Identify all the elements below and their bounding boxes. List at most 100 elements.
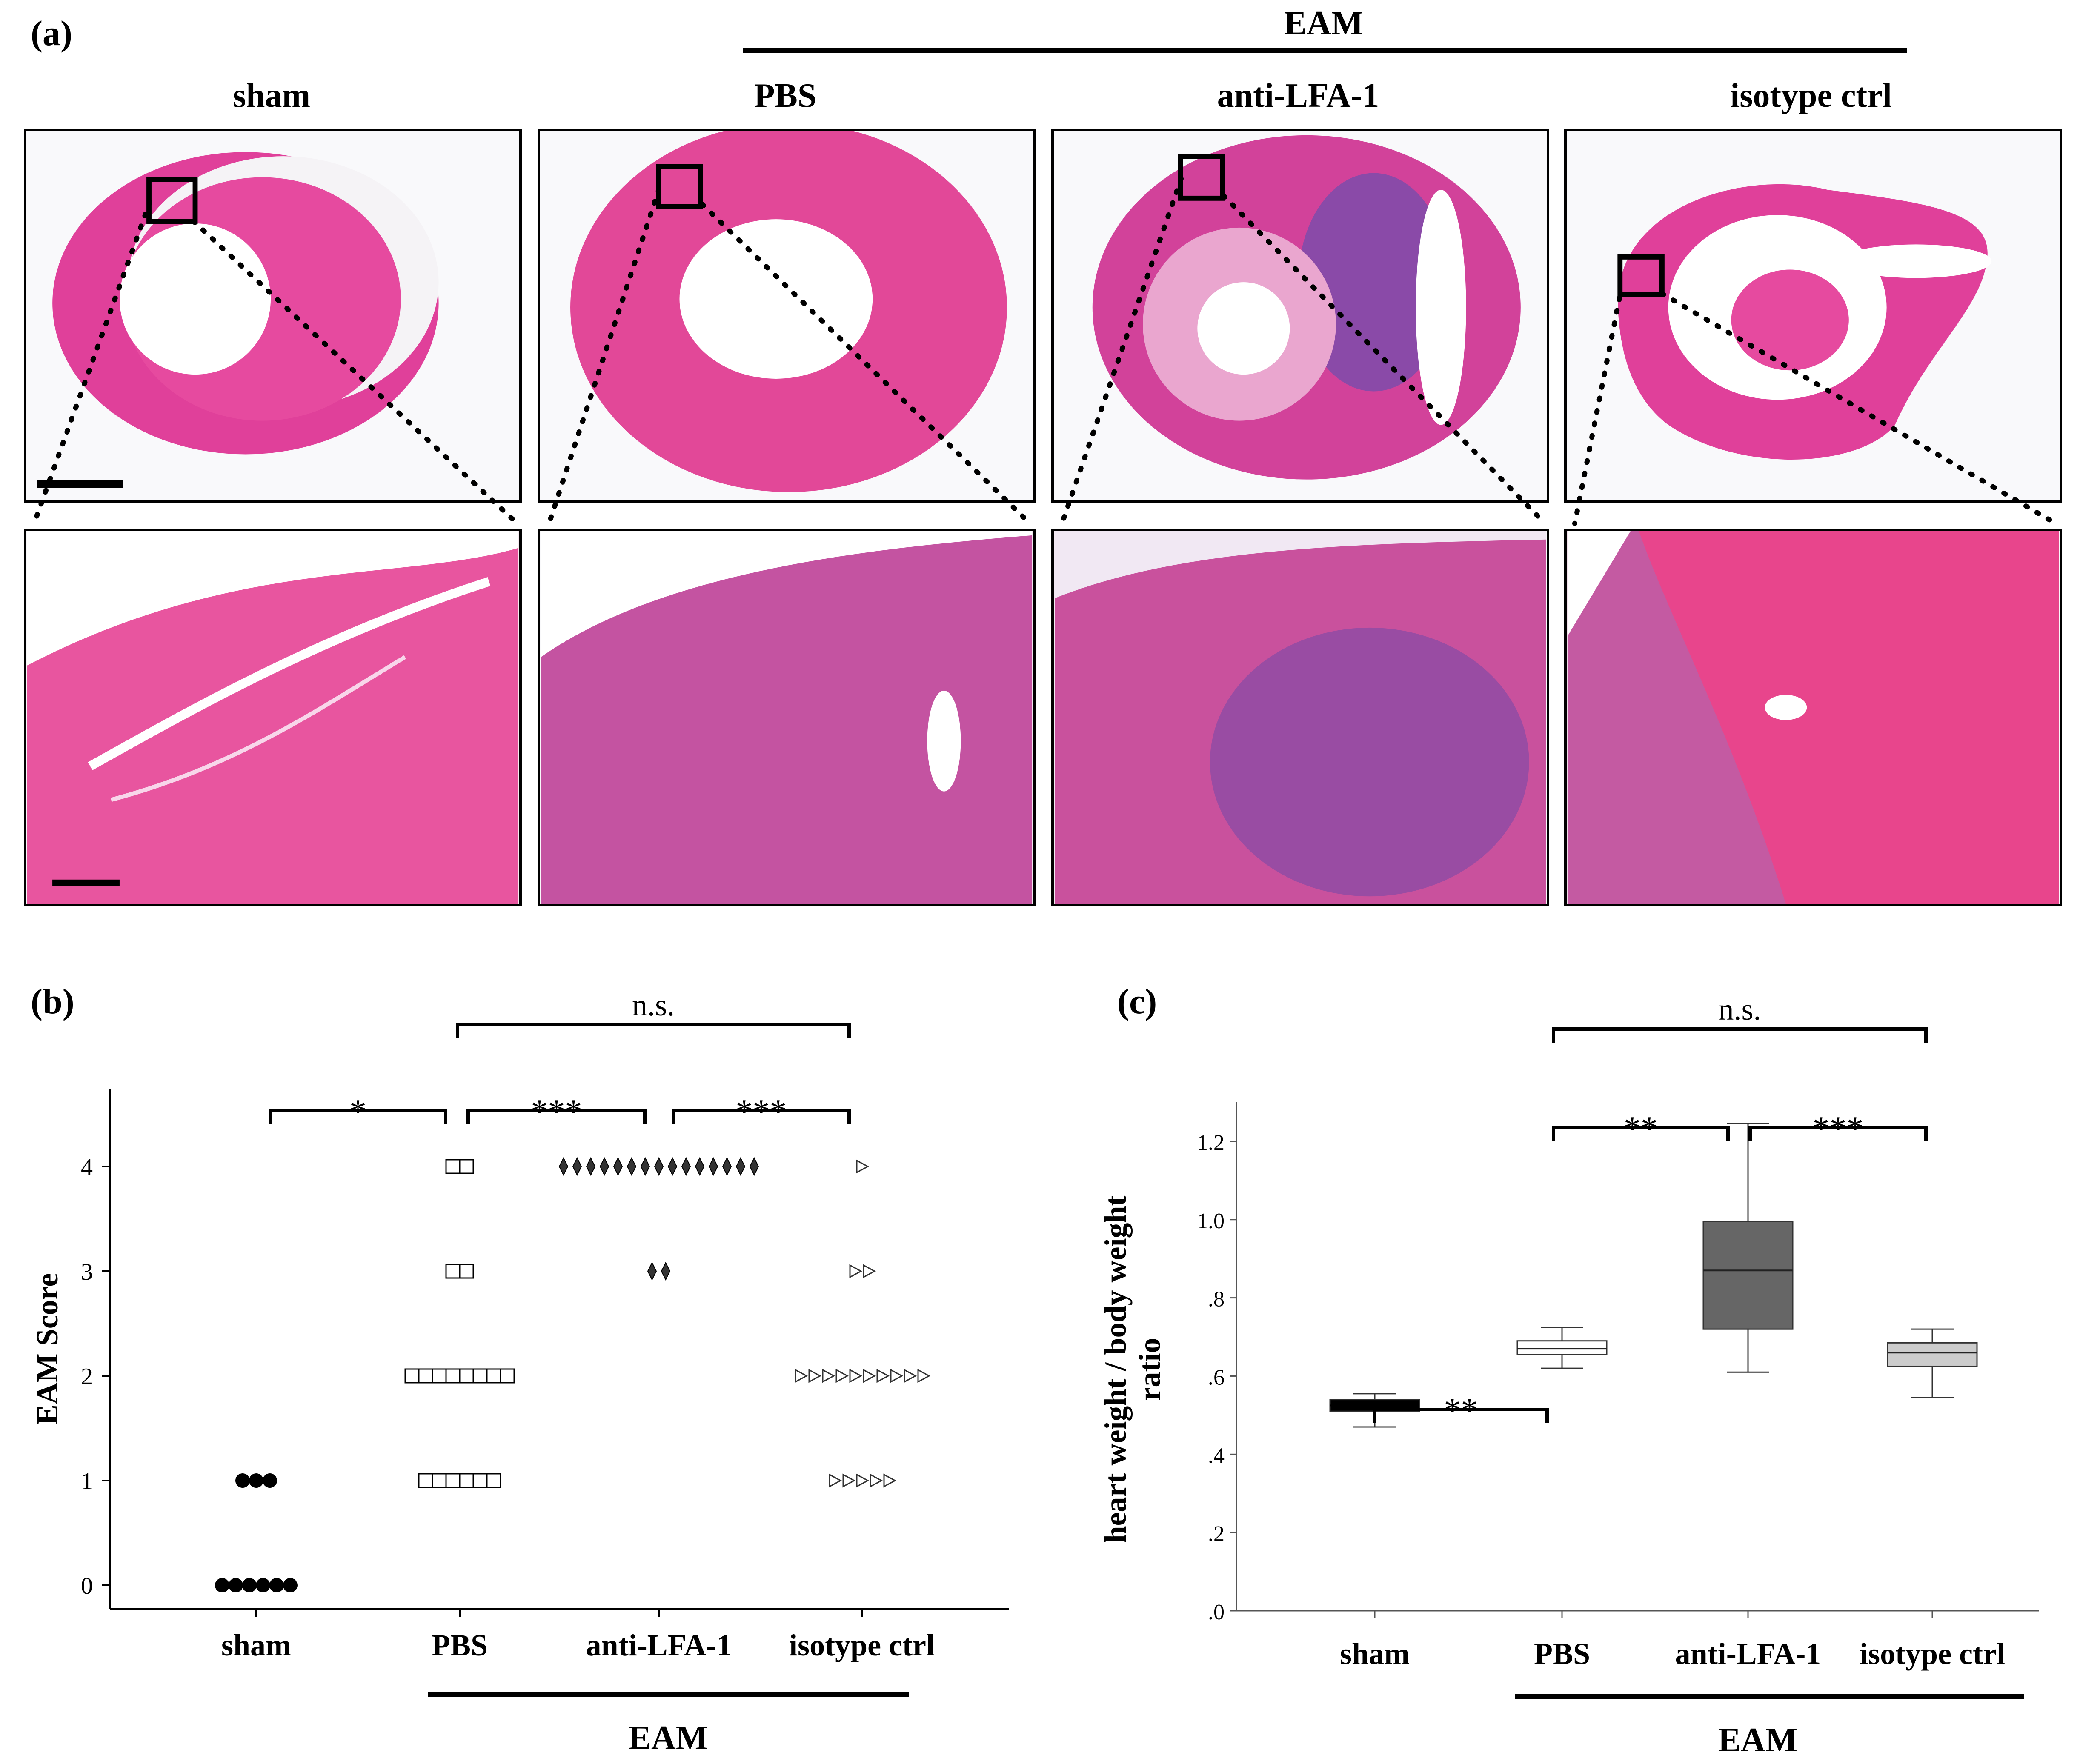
y-tick-label: .4 [1208,1444,1225,1468]
marker-anti-lfa-1 [599,1157,609,1176]
eam-group-bar [1515,1694,2024,1699]
marker-isotype-ctrl [795,1369,808,1383]
y-tick-label: 1 [81,1468,93,1495]
x-tick-label-isotype-ctrl: isotype ctrl [789,1628,935,1662]
col-title-anti-lfa1: anti-LFA-1 [1217,77,1379,114]
significance-label: * [349,1093,366,1130]
col-title-pbs: PBS [754,77,817,114]
marker-isotype-ctrl [863,1264,876,1278]
significance-label: *** [1813,1110,1864,1147]
tissue-zoom-anti-lfa1 [1054,531,1546,904]
marker-isotype-ctrl [849,1369,863,1383]
box-anti-lfa-1 [1702,1221,1794,1330]
marker-anti-lfa-1 [640,1157,650,1176]
marker-isotype-ctrl [856,1159,870,1174]
marker-pbs [445,1368,461,1384]
marker-pbs [472,1368,488,1384]
marker-pbs [486,1473,501,1488]
tissue-zoom-pbs [541,531,1033,904]
panel-a-label: (a) [31,14,72,53]
eam-score-chart: 0 1 2 3 4 sham PBS anti-LFA-1 isotype ctrl EAM Sc… [30,988,1009,1757]
panel-a-group-bar [743,48,1907,53]
significance-bracket [466,1109,647,1124]
significance-label: n.s. [632,988,675,1022]
significance-bracket [672,1109,851,1124]
zoom-connectors [31,176,2058,526]
marker-isotype-ctrl [849,1264,863,1278]
eam-group-label: EAM [629,1719,708,1757]
significance-bracket [269,1109,447,1124]
marker-isotype-ctrl [890,1369,904,1383]
marker-pbs [445,1473,461,1488]
marker-pbs [418,1368,433,1384]
x-tick-label-anti-lfa-1: anti-LFA-1 [1675,1637,1821,1671]
marker-pbs [459,1368,474,1384]
y-tick-label: .0 [1208,1600,1225,1624]
y-axis-label: heart weight / body weightratio [1099,1195,1167,1543]
significance-label: ** [1444,1392,1478,1429]
panel-b-label: (b) [31,982,74,1021]
marker-isotype-ctrl [829,1473,842,1488]
marker-anti-lfa-1 [558,1157,569,1176]
overview-image-anti-lfa1 [1051,129,1549,503]
x-tick-label-isotype-ctrl: isotype ctrl [1860,1637,2005,1671]
eam-group-label: EAM [1718,1721,1798,1759]
marker-anti-lfa-1 [654,1157,664,1176]
overview-image-pbs [538,129,1036,503]
box-pbs [1516,1340,1608,1355]
marker-sham [235,1473,250,1488]
col-title-isotype: isotype ctrl [1730,77,1892,114]
marker-isotype-ctrl [863,1369,876,1383]
y-tick-label: .6 [1208,1365,1225,1389]
heart-section-sham [52,152,439,455]
significance-bracket [1373,1408,1549,1423]
marker-pbs [432,1368,447,1384]
marker-sham [283,1578,298,1592]
marker-pbs [404,1368,420,1384]
marker-isotype-ctrl [808,1369,822,1383]
marker-isotype-ctrl [876,1369,890,1383]
marker-isotype-ctrl [835,1369,849,1383]
zoom-image-anti-lfa1 [1051,529,1549,906]
marker-isotype-ctrl [883,1473,897,1488]
marker-pbs [459,1264,474,1279]
tissue-zoom-isotype [1567,531,2059,904]
overview-image-sham [24,129,522,503]
marker-anti-lfa-1 [647,1261,657,1281]
marker-sham [256,1578,270,1592]
marker-isotype-ctrl [870,1473,883,1488]
marker-pbs [432,1473,447,1488]
y-tick-label: 3 [81,1259,93,1285]
marker-anti-lfa-1 [735,1157,746,1176]
marker-pbs [472,1473,488,1488]
y-tick-label: .2 [1208,1522,1225,1546]
panel-a-group-label: EAM [1284,5,1364,42]
y-axis-label: EAM Score [30,1273,64,1425]
marker-pbs [459,1473,474,1488]
marker-anti-lfa-1 [572,1157,582,1176]
marker-anti-lfa-1 [695,1157,705,1176]
marker-isotype-ctrl [904,1369,917,1383]
marker-anti-lfa-1 [586,1157,596,1176]
significance-bracket [456,1023,851,1038]
marker-sham [229,1578,243,1592]
y-tick-label: 1.0 [1197,1209,1225,1233]
significance-label: *** [531,1093,582,1130]
marker-isotype-ctrl [856,1473,870,1488]
eam-group-bar [428,1692,909,1697]
y-tick-label: 2 [81,1364,93,1390]
marker-anti-lfa-1 [708,1157,718,1176]
heart-section-anti-lfa1 [1092,135,1521,480]
marker-pbs [418,1473,433,1488]
x-tick-label-pbs: PBS [1534,1637,1590,1671]
box-isotype-ctrl [1887,1342,1978,1367]
x-tick-label-anti-lfa-1: anti-LFA-1 [586,1628,732,1662]
marker-pbs [445,1264,461,1279]
col-title-sham: sham [232,77,311,114]
significance-label: n.s. [1718,992,1761,1026]
marker-anti-lfa-1 [681,1157,691,1176]
marker-sham [263,1473,277,1488]
scale-bar-overview [37,480,123,488]
y-tick-label: 0 [81,1573,93,1599]
zoom-image-isotype [1564,529,2062,906]
